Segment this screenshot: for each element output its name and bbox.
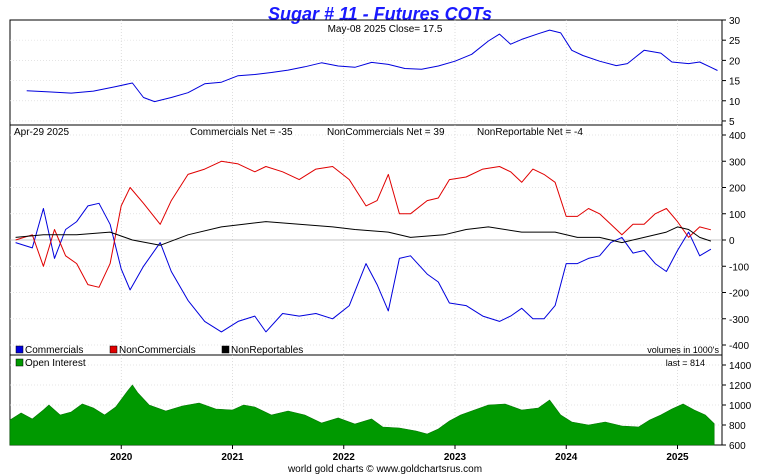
y-tick-label-open_interest-600: 600 xyxy=(729,441,746,452)
y-tick-label-cot--100: -100 xyxy=(729,262,749,273)
oi-layer xyxy=(9,384,715,446)
x-tick-label-2022: 2022 xyxy=(333,452,356,463)
y-tick-label-cot--200: -200 xyxy=(729,289,749,300)
price-layer xyxy=(26,29,718,103)
footer-credit: world gold charts © www.goldchartsrus.co… xyxy=(287,464,482,475)
legend-noncommercials: NonCommercials xyxy=(119,345,196,356)
y-tick-label-price-20: 20 xyxy=(729,56,741,67)
axis-layer: 2020 2021 2022 2023 2024 202551015202530-400-… xyxy=(110,16,752,463)
volumes-note: volumes in 1000's xyxy=(647,345,719,355)
x-tick-label-2023: 2023 xyxy=(444,452,467,463)
x-tick-label-2020: 2020 xyxy=(110,452,133,463)
legend-swatch-noncommercials xyxy=(109,345,118,354)
y-tick-label-open_interest-800: 800 xyxy=(729,421,746,432)
legend-open-interest: Open Interest xyxy=(25,358,86,369)
noncommercials-net-label: NonCommercials Net = 39 xyxy=(327,127,445,138)
cot-legend: Commercials NonCommercials NonReportable… xyxy=(15,345,303,356)
legend-commercials: Commercials xyxy=(25,345,83,356)
y-tick-label-price-5: 5 xyxy=(729,117,735,128)
legend-swatch-nonreportables xyxy=(221,345,230,354)
chart-title: Sugar # 11 - Futures COTs xyxy=(268,4,492,24)
y-tick-label-cot-200: 200 xyxy=(729,184,746,195)
y-tick-label-price-10: 10 xyxy=(729,97,741,108)
commercials-net-label: Commercials Net = -35 xyxy=(190,127,293,138)
gridlines xyxy=(10,20,722,445)
y-tick-label-cot--400: -400 xyxy=(729,341,749,352)
series-line-price xyxy=(26,29,718,103)
series-line-noncommercials xyxy=(15,160,712,288)
legend-swatch-open-interest xyxy=(15,358,24,367)
oi-legend: Open Interest xyxy=(15,358,86,369)
series-line-nonreportables xyxy=(15,221,712,246)
y-tick-label-cot-400: 400 xyxy=(729,131,746,142)
y-tick-label-cot-0: 0 xyxy=(729,236,735,247)
x-tick-label-2021: 2021 xyxy=(221,452,244,463)
oi-last-label: last = 814 xyxy=(666,358,705,368)
legend-swatch-commercials xyxy=(15,345,24,354)
legend-nonreportables: NonReportables xyxy=(231,345,303,356)
price-panel-frame xyxy=(9,19,723,126)
series-line-commercials xyxy=(15,202,712,333)
y-tick-label-open_interest-1000: 1000 xyxy=(729,401,752,412)
y-tick-label-price-25: 25 xyxy=(729,36,741,47)
series-area-open-interest xyxy=(9,384,715,446)
y-tick-label-open_interest-1400: 1400 xyxy=(729,361,752,372)
y-tick-label-price-15: 15 xyxy=(729,77,741,88)
y-tick-label-open_interest-1200: 1200 xyxy=(729,381,752,392)
x-tick-label-2025: 2025 xyxy=(666,452,689,463)
cot-date-label: Apr-29 2025 xyxy=(14,127,69,138)
y-tick-label-cot--300: -300 xyxy=(729,315,749,326)
y-tick-label-cot-300: 300 xyxy=(729,157,746,168)
y-tick-label-price-30: 30 xyxy=(729,16,741,27)
cot-layer xyxy=(15,160,712,333)
nonreportable-net-label: NonReportable Net = -4 xyxy=(477,127,583,138)
price-subtitle: May-08 2025 Close= 17.5 xyxy=(328,24,443,35)
x-tick-label-2024: 2024 xyxy=(555,452,578,463)
y-tick-label-cot-100: 100 xyxy=(729,210,746,221)
